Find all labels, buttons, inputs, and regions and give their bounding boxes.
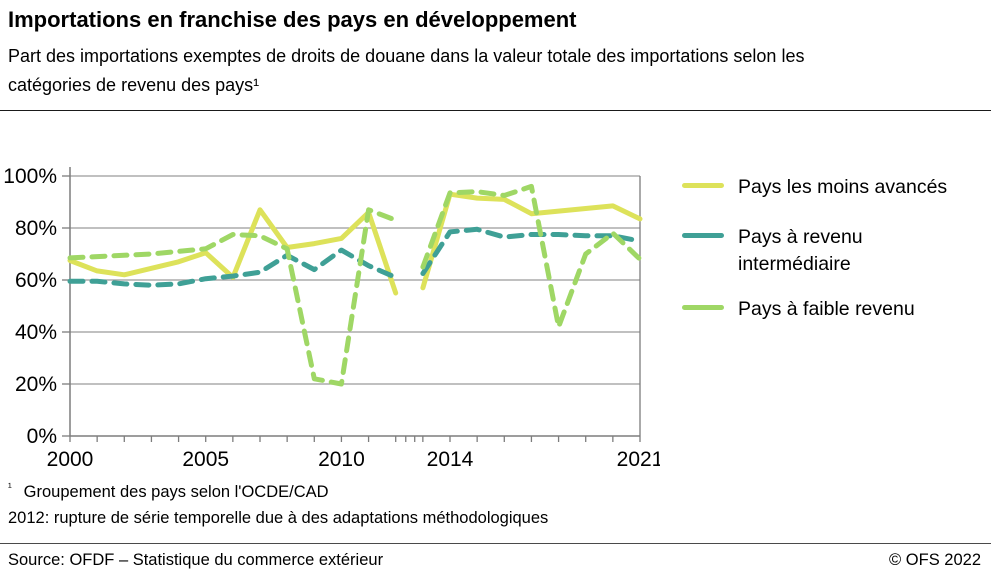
footnote-2: 2012: rupture de série temporelle due à … — [8, 509, 549, 527]
svg-text:40%: 40% — [15, 321, 57, 344]
svg-text:2005: 2005 — [182, 448, 229, 471]
source-text: Source: OFDF – Statistique du commerce e… — [8, 551, 384, 569]
legend-item-revenu-intermediaire: Pays à revenu intermédiaire — [682, 224, 953, 278]
svg-text:100%: 100% — [3, 165, 57, 188]
legend-label: Pays les moins avancés — [738, 176, 948, 198]
footnote-1-text: Groupement des pays selon l'OCDE/CAD — [23, 483, 329, 501]
svg-text:2021: 2021 — [617, 448, 660, 471]
svg-text:80%: 80% — [15, 217, 57, 240]
svg-text:2014: 2014 — [427, 448, 474, 471]
footer-divider — [0, 543, 991, 544]
chart-subtitle: Part des importations exemptes de droits… — [8, 46, 805, 95]
legend-item-faible-revenu: Pays à faible revenu — [682, 296, 915, 323]
footnote-marker: ¹ — [8, 481, 12, 494]
legend-item-moins-avances: Pays les moins avancés — [682, 174, 947, 201]
line-chart: 0% 20% 40% 60% 80% 100% 2000 2005 2010 2014 2021 — [3, 165, 660, 471]
footnote-1: ¹ Groupement des pays selon l'OCDE/CAD — [8, 479, 548, 505]
legend-swatch-faible-revenu — [682, 305, 724, 310]
legend-label: Pays à revenu intermédiaire — [738, 226, 863, 275]
footer-bar: Source: OFDF – Statistique du commerce e… — [8, 551, 981, 570]
legend-label: Pays à faible revenu — [738, 298, 915, 320]
svg-text:2010: 2010 — [318, 448, 365, 471]
page-title: Importations en franchise des pays en dé… — [8, 7, 577, 32]
chart-footnotes: ¹ Groupement des pays selon l'OCDE/CAD 20… — [8, 479, 548, 531]
legend-swatch-moins-avances — [682, 183, 724, 188]
svg-text:2000: 2000 — [47, 448, 94, 471]
legend-swatch-revenu-intermediaire — [682, 233, 724, 238]
header-divider — [0, 110, 991, 111]
copyright-text: © OFS 2022 — [889, 551, 981, 569]
svg-text:0%: 0% — [27, 425, 57, 448]
svg-text:60%: 60% — [15, 269, 57, 292]
svg-text:20%: 20% — [15, 373, 57, 396]
